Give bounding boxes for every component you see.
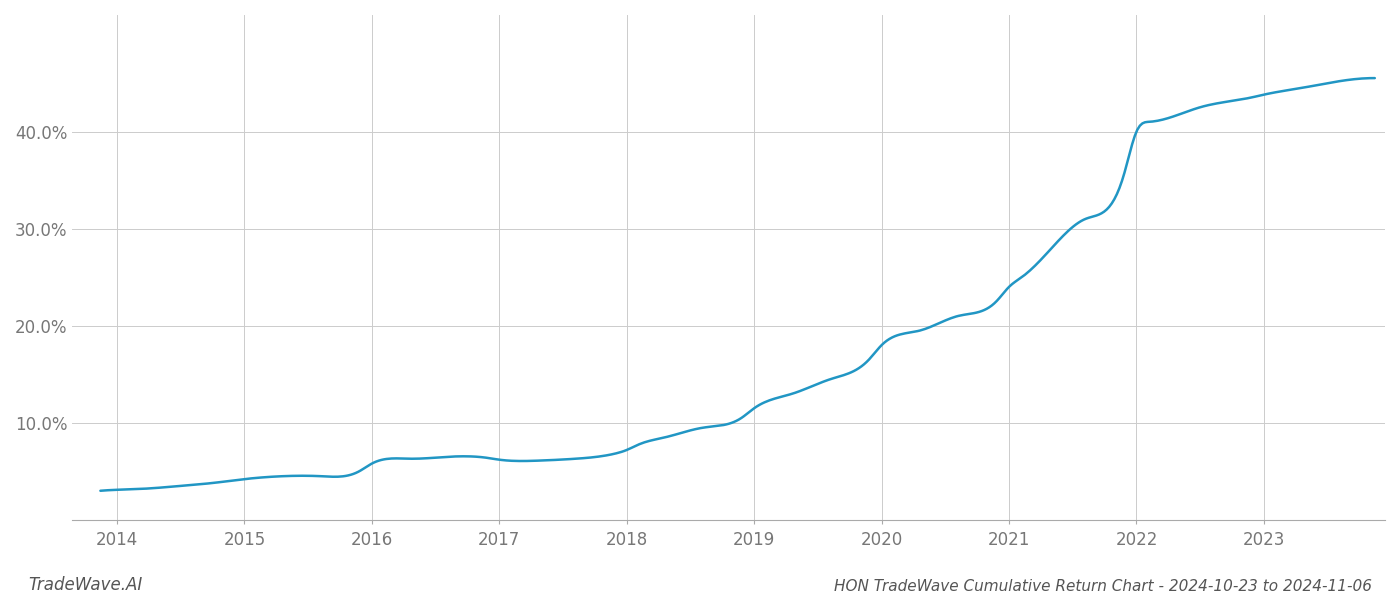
Text: TradeWave.AI: TradeWave.AI — [28, 576, 143, 594]
Text: HON TradeWave Cumulative Return Chart - 2024-10-23 to 2024-11-06: HON TradeWave Cumulative Return Chart - … — [834, 579, 1372, 594]
